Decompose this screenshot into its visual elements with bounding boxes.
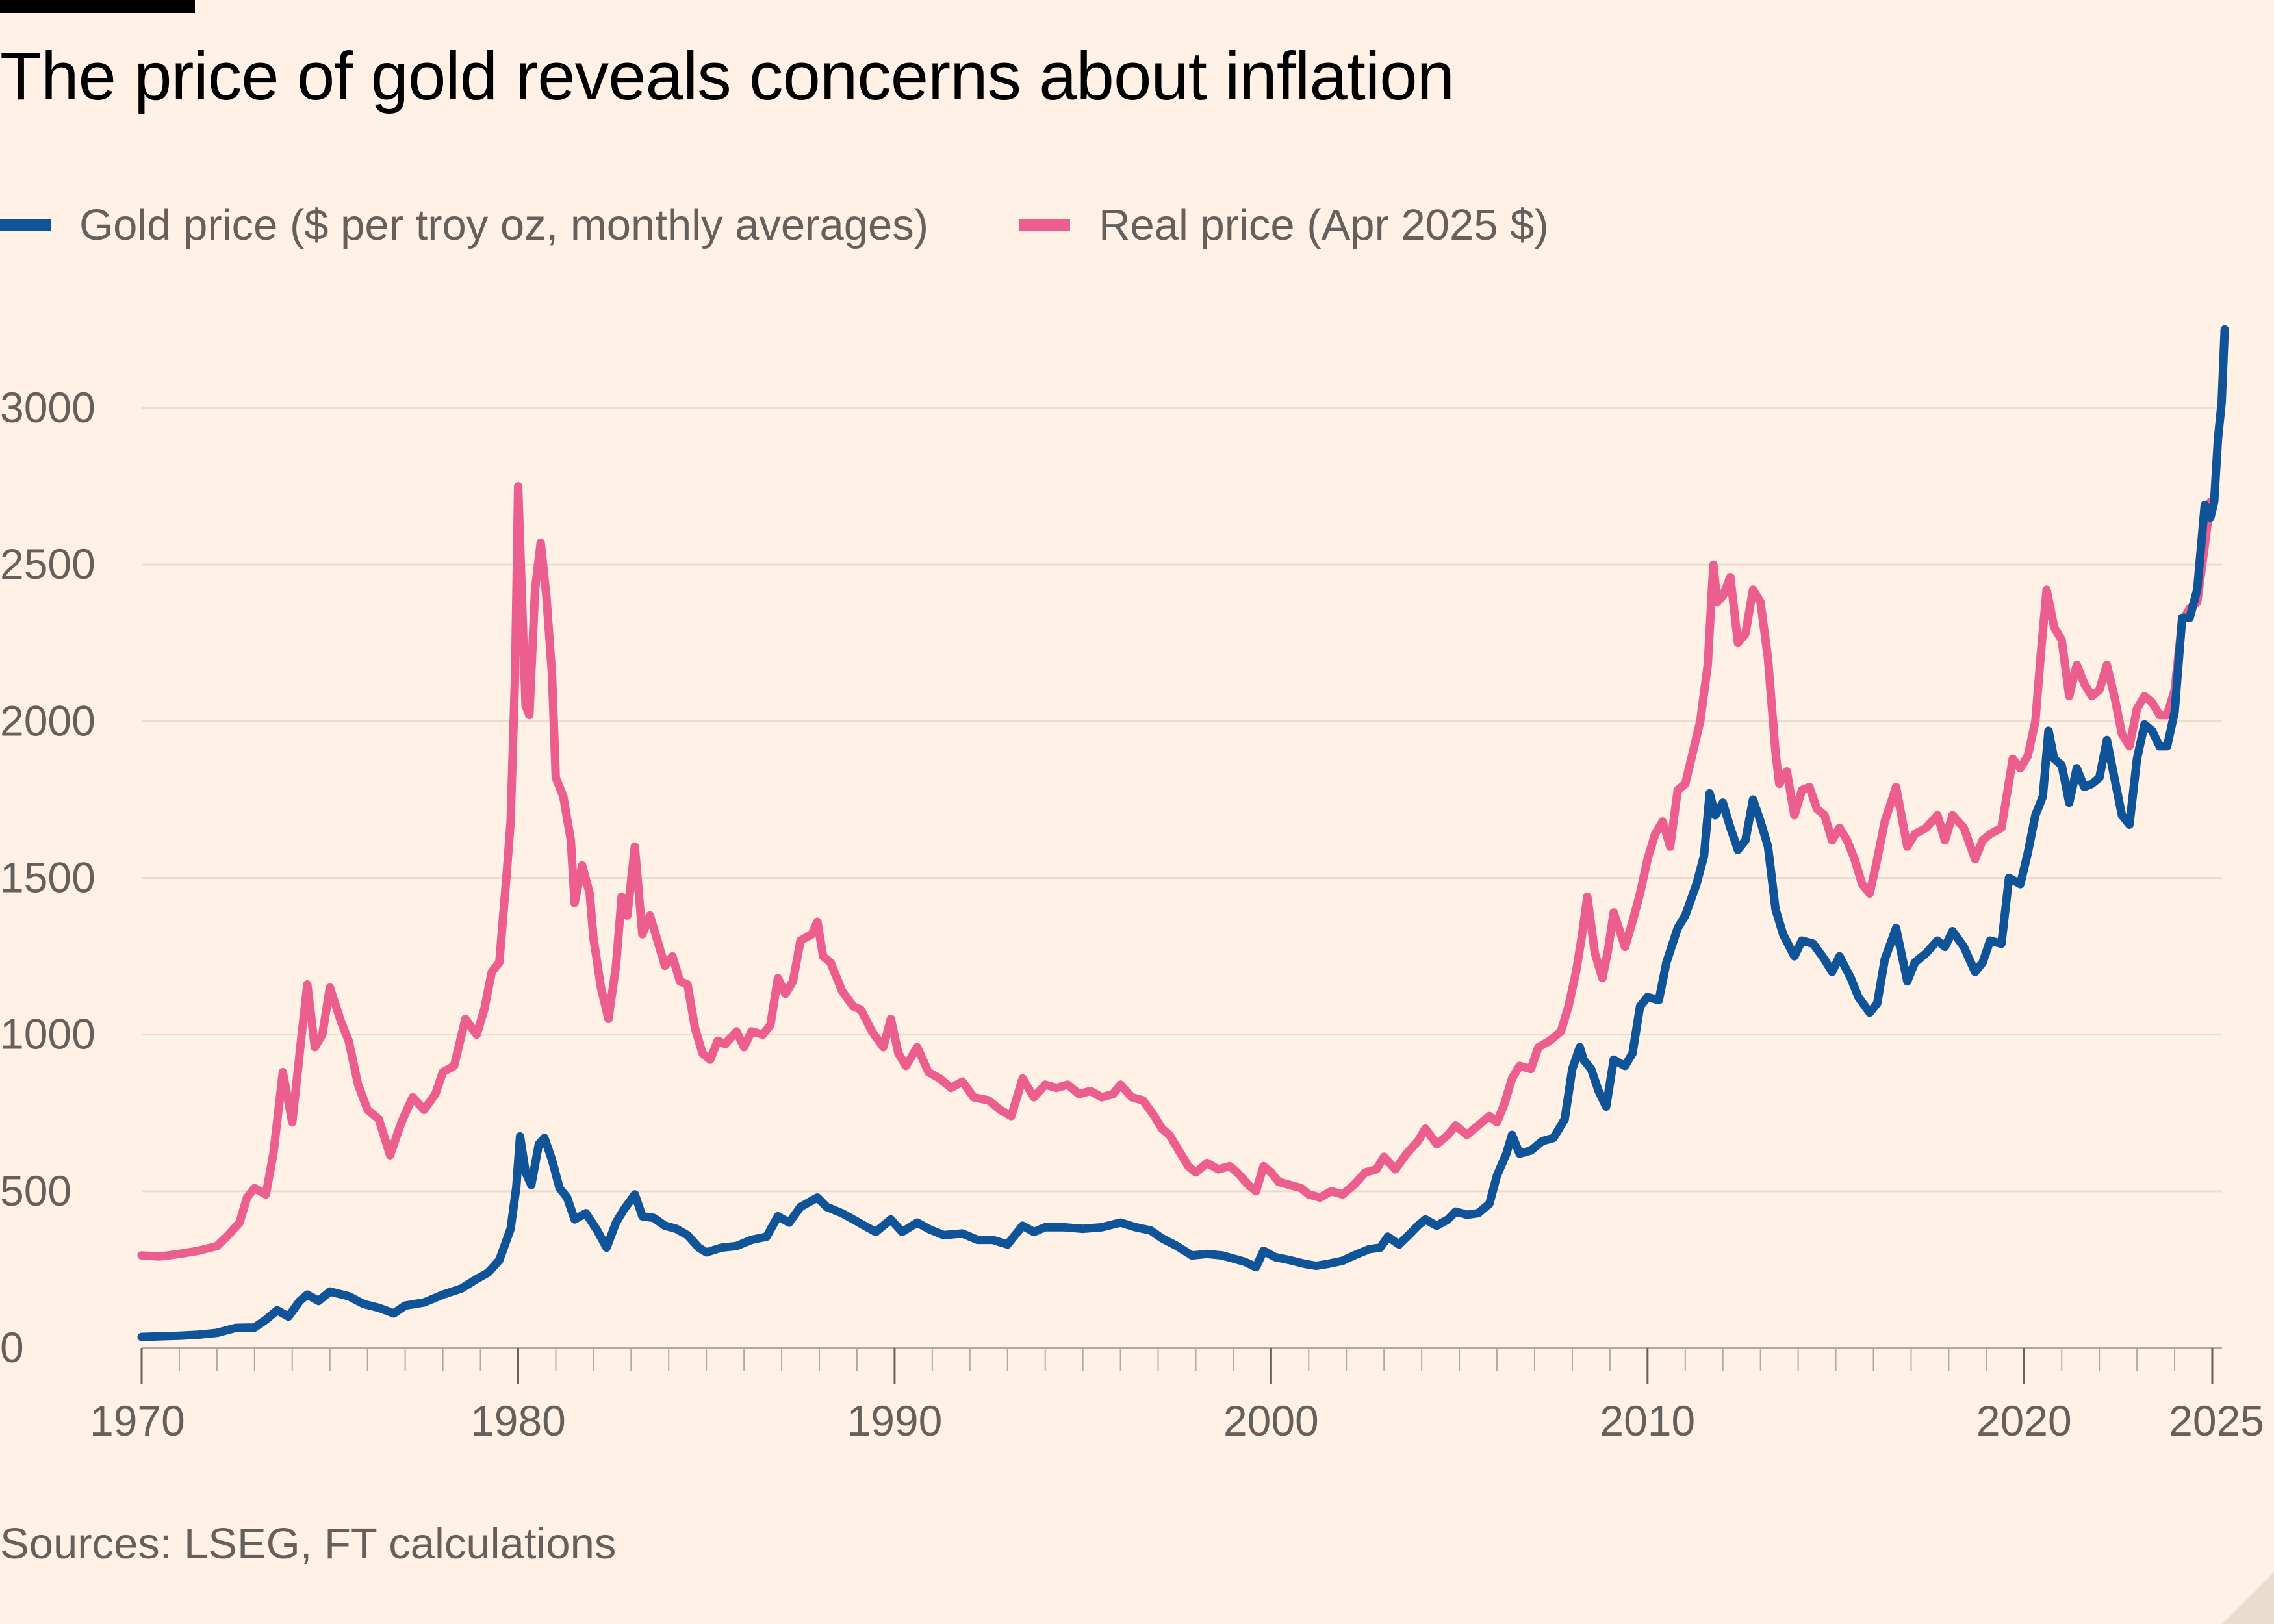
- legend-item-real-price: Real price (Apr 2025 $): [1019, 200, 1549, 250]
- chart-title: The price of gold reveals concerns about…: [0, 38, 1455, 114]
- y-tick-label: 1500: [0, 854, 96, 902]
- y-tick-label: 0: [0, 1323, 24, 1371]
- legend-label-gold-price: Gold price ($ per troy oz, monthly avera…: [79, 200, 929, 249]
- series-line-gold-price: [137, 325, 2229, 1341]
- legend-swatch-real-price: [1019, 219, 1071, 231]
- header-accent-bar: [0, 0, 195, 13]
- y-tick-label: 3000: [0, 383, 96, 431]
- corner-fold: [2222, 1572, 2274, 1624]
- y-tick-label: 500: [0, 1167, 71, 1215]
- x-tick-label: 2020: [1976, 1397, 2072, 1445]
- line-chart: 0 500 1000 1500 2000 2500 3000 1970 1980 1990 200…: [0, 325, 2264, 1445]
- x-tick-label: 1970: [90, 1397, 185, 1445]
- legend-label-real-price: Real price (Apr 2025 $): [1099, 200, 1549, 249]
- x-axis: 1970 1980 1990 2000 2010 2020 2025: [90, 1347, 2264, 1445]
- x-tick-label: 2000: [1223, 1397, 1319, 1445]
- source-note: Sources: LSEG, FT calculations: [0, 1519, 617, 1568]
- legend-swatch-gold-price: [0, 219, 51, 231]
- y-tick-label: 1000: [0, 1010, 96, 1058]
- x-tick-label: 1990: [847, 1397, 942, 1445]
- legend-item-gold-price: Gold price ($ per troy oz, monthly avera…: [0, 200, 928, 250]
- series-lines: [137, 325, 2229, 1341]
- x-tick-label: 2025: [2169, 1397, 2264, 1445]
- x-tick-label: 2010: [1600, 1397, 1695, 1445]
- legend: Gold price ($ per troy oz, monthly avera…: [0, 192, 1640, 257]
- y-axis-tick-labels: 0 500 1000 1500 2000 2500 3000: [0, 383, 96, 1371]
- x-tick-label: 1980: [470, 1397, 566, 1445]
- gridlines: [142, 407, 2222, 1193]
- y-tick-label: 2000: [0, 696, 96, 744]
- series-line-real-price: [137, 482, 2215, 1261]
- y-tick-label: 2500: [0, 540, 96, 588]
